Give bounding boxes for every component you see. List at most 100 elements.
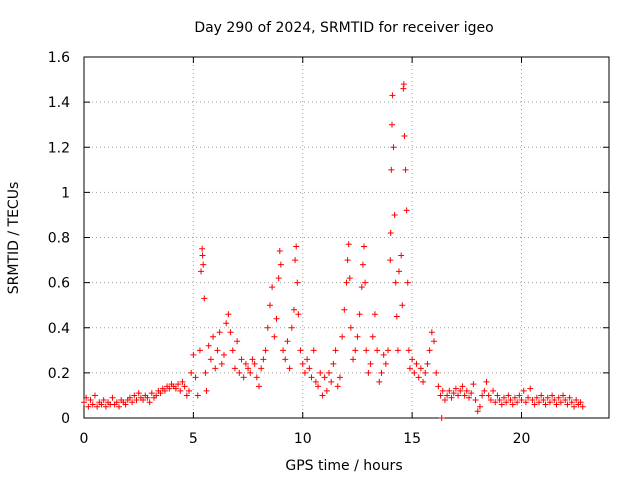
data-point (455, 392, 462, 399)
y-tick-label: 1.4 (48, 95, 70, 111)
data-point (358, 284, 365, 291)
data-point (321, 374, 328, 381)
y-tick-label: 0.2 (48, 366, 70, 382)
data-point (199, 252, 206, 259)
data-point (175, 381, 182, 388)
data-point (394, 347, 401, 354)
data-point (516, 392, 523, 399)
data-point (294, 279, 301, 286)
data-point (367, 360, 374, 367)
data-point (122, 401, 129, 408)
x-tick-label: 20 (513, 431, 531, 447)
data-point (371, 311, 378, 318)
data-point (295, 311, 302, 318)
data-point (476, 403, 483, 410)
data-point (212, 365, 219, 372)
data-point (135, 390, 142, 397)
data-point (345, 241, 352, 248)
data-point (148, 390, 155, 397)
data-point (205, 342, 212, 349)
y-tick-label: 1.2 (48, 140, 70, 156)
data-point (396, 268, 402, 275)
data-point (352, 347, 359, 354)
data-point (221, 351, 227, 358)
data-point (428, 329, 435, 336)
data-point (362, 279, 369, 286)
data-point (490, 387, 497, 394)
data-point (540, 396, 547, 403)
data-point (459, 383, 466, 390)
x-axis-label: GPS time / hours (285, 458, 402, 474)
data-point (330, 360, 337, 367)
chart-title: Day 290 of 2024, SRMTID for receiver ige… (194, 20, 493, 36)
data-point (483, 378, 490, 385)
data-point (573, 396, 580, 403)
x-tick-labels: 0 5 10 15 20 (80, 431, 531, 447)
data-point (415, 374, 422, 381)
data-point (310, 347, 317, 354)
data-point (481, 387, 488, 394)
data-point (444, 392, 451, 399)
data-point (566, 394, 573, 401)
data-point (529, 396, 536, 403)
data-point (256, 383, 262, 390)
data-point (399, 302, 406, 309)
data-point (463, 387, 470, 394)
data-point (328, 378, 335, 385)
data-point (536, 399, 542, 406)
data-point (315, 383, 322, 390)
data-point (503, 399, 510, 406)
data-point (177, 387, 184, 394)
data-point (202, 369, 209, 376)
data-point (404, 279, 411, 286)
data-point (140, 396, 147, 403)
y-tick-label: 1.6 (48, 50, 70, 66)
data-point (312, 378, 319, 385)
data-point (266, 302, 273, 309)
data-point (161, 387, 168, 394)
data-point (343, 279, 350, 286)
data-point (109, 394, 116, 401)
data-point (507, 396, 514, 403)
data-point (461, 392, 468, 399)
data-point (286, 365, 293, 372)
data-point (336, 374, 343, 381)
data-point (292, 257, 299, 264)
data-point (332, 347, 339, 354)
data-point (216, 329, 223, 336)
data-point (227, 329, 234, 336)
data-point (317, 369, 324, 376)
data-point (466, 394, 472, 401)
data-point (405, 347, 412, 354)
data-point (192, 374, 199, 381)
data-point (435, 383, 442, 390)
data-point (562, 396, 569, 403)
data-point (131, 392, 138, 399)
data-point (522, 399, 529, 406)
data-point (201, 295, 208, 302)
data-point (438, 415, 445, 421)
data-point (190, 351, 197, 358)
data-point (542, 401, 549, 408)
data-point (326, 369, 332, 376)
data-point (538, 392, 545, 399)
data-point (365, 369, 372, 376)
data-point (431, 338, 437, 345)
data-point (468, 390, 475, 397)
y-tick-label: 0 (61, 411, 70, 427)
data-point (568, 399, 575, 406)
data-point (385, 347, 392, 354)
data-point (273, 315, 280, 322)
data-point (102, 403, 109, 410)
data-point (166, 385, 173, 392)
data-point (470, 381, 477, 388)
data-point (207, 356, 214, 363)
data-point (231, 365, 238, 372)
data-point (387, 229, 394, 236)
data-point (282, 356, 289, 363)
data-point (369, 333, 376, 340)
data-point (277, 261, 284, 268)
data-point (81, 399, 87, 406)
data-point (424, 360, 431, 367)
data-point (297, 347, 304, 354)
